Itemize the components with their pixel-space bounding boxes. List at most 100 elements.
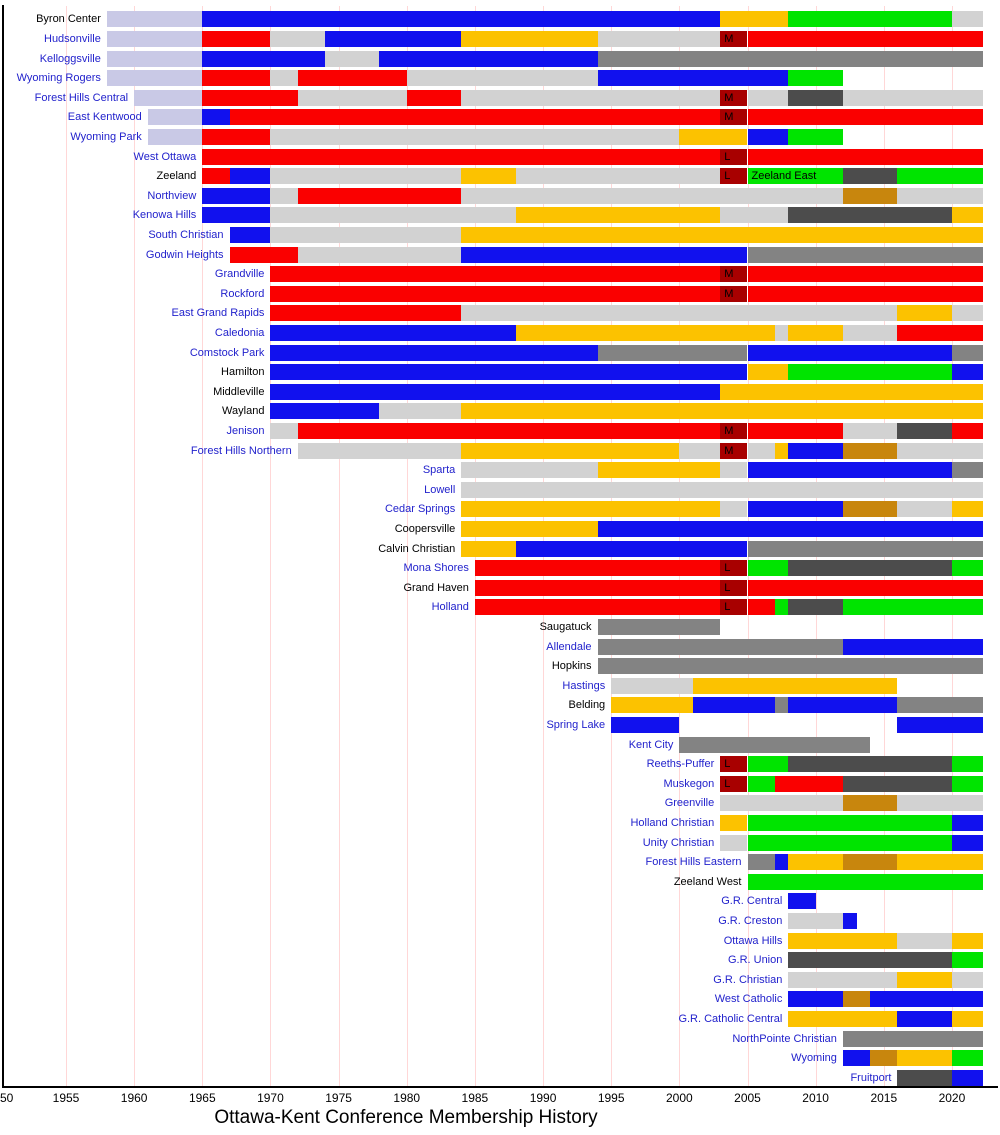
row-label[interactable]: Mona Shores [403,562,469,575]
timeline-segment [788,128,843,145]
row-label[interactable]: Northview [147,189,197,202]
timeline-segment [774,442,789,459]
timeline-segment [270,344,598,361]
row-label[interactable]: Wyoming [791,1052,837,1065]
row-label[interactable]: Sparta [422,464,456,477]
timeline-segment [788,952,952,969]
timeline-segment [270,266,721,283]
segment-label: L [724,150,731,163]
timeline-segment [474,599,721,616]
timeline-segment [870,1050,898,1067]
row-label[interactable]: Jenison [226,424,265,437]
timeline-segment [842,89,984,106]
axis-tick-label: 1960 [120,1091,148,1105]
row-label[interactable]: Forest Hills Eastern [645,856,742,869]
row-label[interactable]: Wyoming Rogers [16,72,101,85]
gridline [270,6,272,1086]
row-label[interactable]: G.R. Central [721,895,783,908]
timeline-segment: L [720,775,748,792]
row-label[interactable]: Caledonia [214,326,265,339]
row-label[interactable]: Reeths-Puffer [646,758,715,771]
row-label[interactable]: Kelloggsville [39,52,101,65]
axis-tick-label: 1965 [188,1091,216,1105]
row-label[interactable]: Hastings [562,679,606,692]
timeline-segment [406,89,462,106]
timeline-segment [474,560,721,577]
row-label[interactable]: West Catholic [714,993,783,1006]
timeline-segment [461,540,516,557]
timeline-segment [611,716,680,733]
row-label[interactable]: G.R. Catholic Central [678,1012,783,1025]
timeline-segment [897,971,952,988]
timeline-segment: L [720,579,748,596]
timeline-segment [951,344,984,361]
row-label[interactable]: Cedar Springs [384,503,456,516]
row-label[interactable]: Wyoming Park [70,130,142,143]
timeline-segment [270,30,325,47]
row-label[interactable]: Ottawa Hills [723,934,783,947]
timeline-segment [270,403,380,420]
timeline-segment [747,462,952,479]
timeline-segment [842,168,898,185]
row-label[interactable]: Greenville [664,797,715,810]
row-label[interactable]: Lowell [424,483,456,496]
axis-tick-label: 2000 [665,1091,693,1105]
row-label[interactable]: Holland Christian [630,816,715,829]
timeline-segment [597,618,721,635]
row-label[interactable]: Unity Christian [642,836,715,849]
row-label[interactable]: Spring Lake [546,718,606,731]
row-label: Wayland [222,405,265,418]
row-label[interactable]: G.R. Union [727,954,783,967]
timeline-segment [788,89,843,106]
row-label[interactable]: Grandville [214,268,265,281]
segment-label: Zeeland East [751,170,817,183]
timeline-segment [788,364,952,381]
timeline-segment [747,854,775,871]
timeline-segment [461,226,984,243]
row-label[interactable]: Kenowa Hills [132,209,197,222]
x-axis-line [2,1086,998,1088]
row-label[interactable]: East Grand Rapids [171,307,265,320]
row-label[interactable]: NorthPointe Christian [732,1032,837,1045]
row-label[interactable]: Holland [431,601,469,614]
timeline-segment [747,30,984,47]
axis-tick-label: 2005 [734,1091,761,1105]
timeline-segment [147,128,203,145]
timeline-segment [297,187,462,204]
timeline-segment [270,364,748,381]
timeline-segment [202,89,298,106]
timeline-segment [297,89,407,106]
segment-label: L [724,581,731,594]
timeline-segment [897,168,984,185]
timeline-segment [679,442,721,459]
row-label[interactable]: East Kentwood [67,111,142,124]
timeline-segment [788,912,843,929]
row-label[interactable]: G.R. Christian [713,973,783,986]
row-label[interactable]: South Christian [148,228,224,241]
row-label[interactable]: Comstock Park [189,346,265,359]
timeline-segment [897,795,984,812]
timeline-segment [461,168,516,185]
timeline-segment [774,599,789,616]
row-label[interactable]: Fruitport [850,1071,892,1084]
row-label[interactable]: Rockford [220,287,265,300]
row-label[interactable]: Forest Hills Central [34,91,129,104]
row-label[interactable]: Forest Hills Northern [190,444,292,457]
timeline-segment [134,89,203,106]
timeline-segment [597,638,843,655]
row-label[interactable]: Godwin Heights [145,248,224,261]
timeline-segment [842,501,898,518]
row-label[interactable]: Muskegon [663,777,715,790]
timeline-segment [897,442,984,459]
timeline-segment [202,187,271,204]
timeline-segment [842,324,898,341]
timeline-segment [951,1010,984,1027]
row-label[interactable]: Hudsonville [44,32,101,45]
timeline-segment [720,383,984,400]
row-label[interactable]: Allendale [546,640,592,653]
row-label[interactable]: Kent City [628,738,674,751]
axis-tick-label: 50 [0,1091,14,1105]
row-label[interactable]: West Ottawa [133,150,197,163]
timeline-segment [720,11,789,28]
row-label[interactable]: G.R. Creston [718,914,783,927]
